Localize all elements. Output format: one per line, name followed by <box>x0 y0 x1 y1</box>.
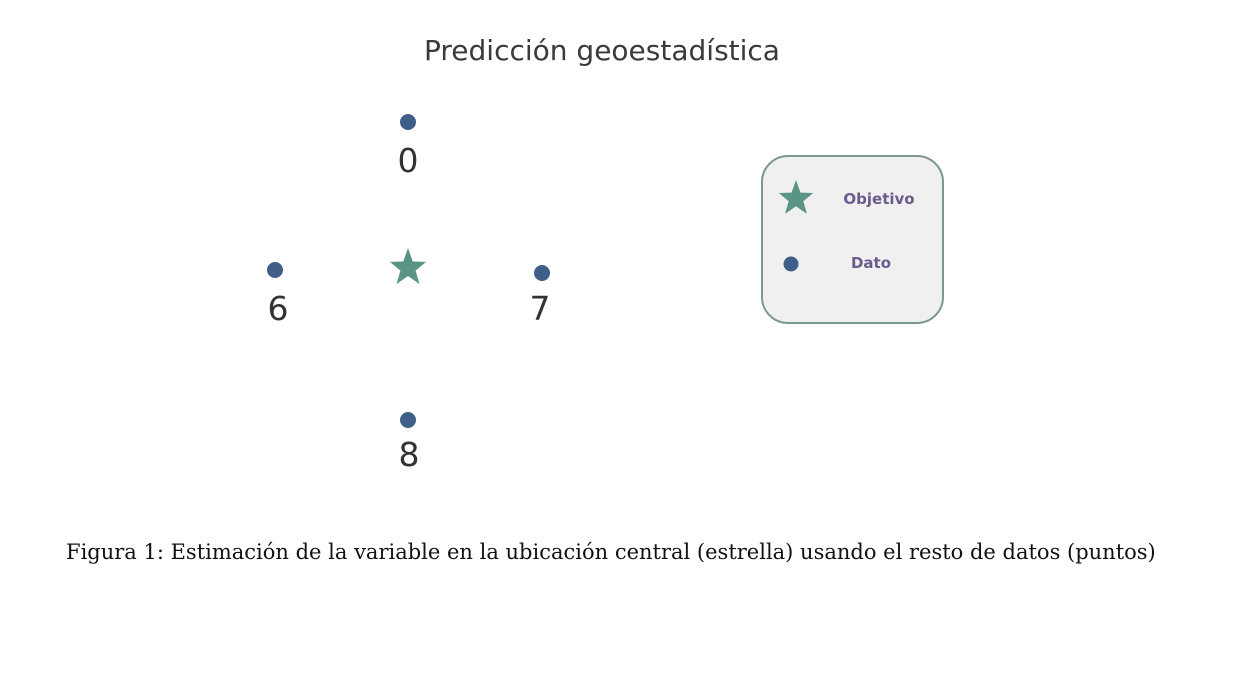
figure-caption: Figura 1: Estimación de la variable en l… <box>66 540 1156 564</box>
legend-star-icon <box>778 180 814 214</box>
legend-label-objetivo: Objetivo <box>843 190 914 208</box>
data-point-8 <box>400 412 416 428</box>
data-point-label-0: 0 <box>398 141 419 180</box>
data-point-label-8: 8 <box>399 435 420 474</box>
legend-dot-icon <box>783 256 799 272</box>
legend-label-dato: Dato <box>851 254 891 272</box>
legend-box <box>761 155 944 324</box>
data-point-label-7: 7 <box>530 289 551 328</box>
data-point-label-6: 6 <box>268 289 289 328</box>
data-point-0 <box>400 114 416 130</box>
legend: Objetivo Dato <box>761 155 944 324</box>
target-star-icon <box>389 248 427 285</box>
data-point-7 <box>534 265 550 281</box>
diagram-title: Predicción geoestadística <box>424 34 780 67</box>
data-point-6 <box>267 262 283 278</box>
